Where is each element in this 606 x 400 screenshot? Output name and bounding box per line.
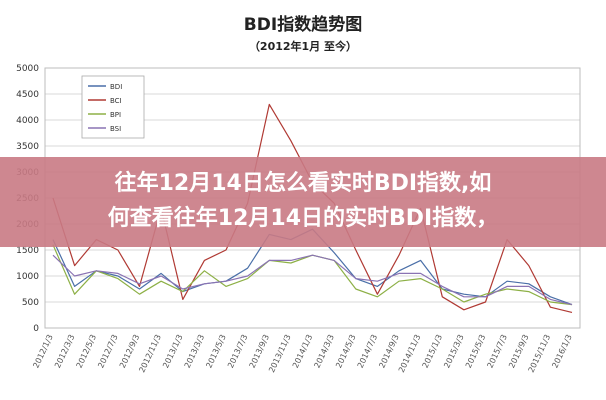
legend-label: BCI [110,97,122,105]
y-tick-label: 5000 [16,64,39,74]
legend-label: BPI [110,111,121,119]
legend-label: BDI [110,83,122,91]
y-tick-label: 0 [33,324,39,334]
y-tick-label: 1500 [16,246,39,256]
y-tick-label: 500 [22,298,39,308]
y-tick-label: 4000 [16,116,39,126]
overlay-line-1: 往年12月14日怎么看实时BDI指数,如 [115,170,492,196]
y-tick-label: 3500 [16,142,39,152]
series-line-bsi [52,254,573,306]
y-tick-label: 1000 [16,272,39,282]
overlay-band [0,157,606,247]
chart-subtitle: （2012年1月 至今） [249,39,357,53]
y-tick-label: 4500 [16,90,39,100]
title-overlay-banner: 往年12月14日怎么看实时BDI指数,如 何查看往年12月14日的实时BDI指数… [0,157,606,247]
chart-title: BDI指数趋势图 [244,14,362,35]
overlay-line-2: 何查看往年12月14日的实时BDI指数， [108,205,498,231]
legend: BDI BCI BPI BSI [81,75,145,139]
legend-label: BSI [110,125,121,133]
